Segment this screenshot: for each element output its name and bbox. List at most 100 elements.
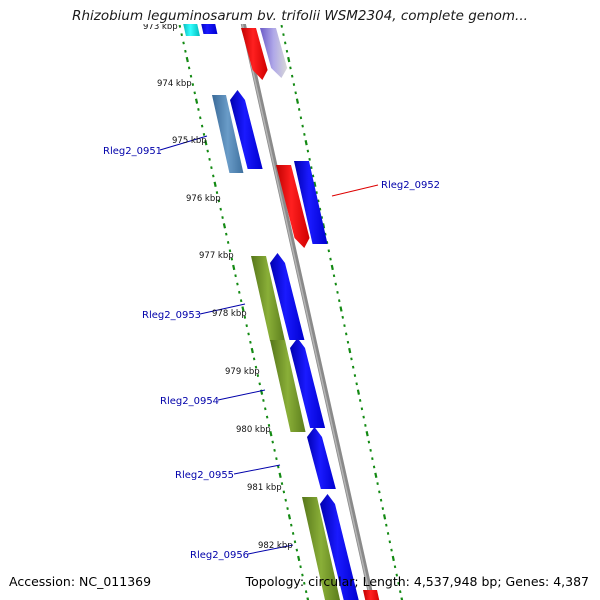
cds-rleg2-0951-forward[interactable]	[230, 90, 263, 169]
outer-ring-tick	[327, 249, 331, 253]
outer-ring-tick	[282, 33, 285, 37]
outer-ring-tick	[289, 66, 292, 70]
outer-tick-ring	[278, 15, 404, 600]
outer-ring-tick	[311, 174, 315, 178]
outer-ring-tick	[351, 365, 355, 369]
outer-ring-tick	[287, 56, 291, 63]
leader-rleg2-0953	[199, 303, 246, 315]
inner-ring-tick	[284, 498, 287, 502]
outer-ring-tick	[360, 407, 364, 411]
inner-ring-tick	[239, 299, 243, 303]
kbp-label-974: 974 kbp	[157, 79, 192, 89]
outer-ring-tick	[317, 199, 320, 203]
outer-ring-tick	[367, 440, 371, 444]
kbp-label-981: 981 kbp	[247, 483, 282, 493]
outer-ring-tick	[400, 597, 404, 600]
inner-ring-tick	[221, 216, 224, 219]
outer-ring-tick	[339, 306, 343, 312]
inner-ring-tick	[199, 116, 202, 120]
genome-backbone	[239, 17, 375, 600]
outer-ring-tick	[376, 482, 379, 486]
gene-label-rleg2-0956[interactable]: Rleg2_0956	[190, 550, 249, 561]
kbp-label-979: 979 kbp	[225, 367, 260, 377]
outer-ring-tick	[388, 540, 392, 544]
outer-ring-tick	[391, 555, 395, 562]
inner-ring-tick	[197, 108, 200, 111]
cds-rleg2-0955-forward[interactable]	[307, 427, 336, 489]
accession-label: Accession: NC_011369	[9, 574, 151, 589]
cds-rleg2-0956-forward[interactable]	[320, 494, 359, 600]
outer-ring-tick	[343, 324, 346, 328]
outer-ring-tick	[283, 41, 287, 45]
inner-ring-tick	[262, 399, 265, 402]
inner-ring-tick	[271, 440, 274, 444]
outer-ring-tick	[294, 91, 297, 95]
inner-ring-tick	[180, 33, 183, 37]
inner-ring-tick	[293, 540, 297, 544]
kbp-label-977: 977 kbp	[199, 251, 234, 261]
gene-label-rleg2-0953[interactable]: Rleg2_0953	[142, 310, 201, 321]
outer-ring-tick	[355, 382, 358, 386]
cds-reverse-top[interactable]	[241, 28, 268, 80]
leader-rleg2-0952	[331, 184, 379, 197]
outer-ring-tick	[336, 290, 339, 294]
outer-ring-tick	[306, 149, 310, 153]
outer-ring-tick	[350, 357, 353, 361]
cds-rleg2-0956-olive[interactable]	[302, 497, 341, 600]
inner-ring-tick	[265, 415, 269, 419]
outer-ring-tick	[385, 523, 388, 527]
outer-ring-tick	[379, 498, 383, 502]
inner-ring-tick	[290, 523, 293, 527]
gene-label-group: Rleg2_0951 Rleg2_0952 Rleg2_0953 Rleg2_0…	[103, 146, 440, 561]
inner-ring-tick	[286, 507, 289, 510]
inner-ring-tick	[200, 124, 204, 128]
cds-rleg2-0951-steel[interactable]	[212, 95, 244, 173]
outer-ring-tick	[393, 565, 397, 569]
inner-ring-tick	[254, 365, 258, 369]
inner-ring-tick	[264, 407, 267, 411]
inner-ring-tick	[241, 306, 245, 312]
outer-ring-tick	[313, 181, 317, 187]
gene-label-rleg2-0951[interactable]: Rleg2_0951	[103, 146, 162, 157]
leader-rleg2-0955	[233, 464, 281, 475]
inner-ring-tick	[269, 431, 273, 437]
inner-ring-tick	[280, 482, 284, 486]
inner-ring-tick	[238, 290, 241, 294]
inner-ring-tick	[250, 347, 254, 354]
outer-ring-tick	[334, 282, 338, 286]
outer-ring-tick	[304, 140, 308, 146]
gene-label-rleg2-0952[interactable]: Rleg2_0952	[381, 180, 440, 191]
inner-ring-tick	[225, 232, 228, 236]
cds-rleg2-0953-olive[interactable]	[251, 256, 285, 341]
inner-ring-tick	[303, 581, 306, 585]
gene-label-rleg2-0954[interactable]: Rleg2_0954	[160, 396, 219, 407]
outer-ring-tick	[395, 573, 399, 577]
inner-ring-tick	[215, 191, 219, 195]
outer-ring-tick	[338, 299, 341, 303]
cds-rleg2-0952-forward[interactable]	[294, 161, 328, 244]
outer-ring-tick	[356, 389, 361, 395]
inner-ring-tick	[178, 24, 182, 28]
kbp-label-982: 982 kbp	[258, 541, 293, 551]
cds-rleg2-0954-olive[interactable]	[270, 340, 306, 432]
outer-ring-tick	[285, 49, 289, 53]
genome-backbone-highlight	[240, 17, 372, 600]
inner-ring-tick	[234, 274, 237, 278]
inner-ring-tick	[278, 472, 282, 478]
outer-ring-tick	[295, 98, 300, 104]
inner-ring-tick	[247, 332, 250, 336]
outer-ring-tick	[297, 108, 301, 111]
outer-ring-tick	[399, 590, 402, 594]
cds-rleg2-0952-reverse[interactable]	[276, 165, 310, 248]
gene-label-rleg2-0955[interactable]: Rleg2_0955	[175, 470, 234, 481]
cds-reverse-bottom-partial[interactable]	[363, 590, 380, 600]
label-leader-lines	[159, 135, 379, 555]
cds-rleg2-0953-forward[interactable]	[270, 253, 305, 340]
inner-ring-tick	[295, 548, 299, 552]
feature-purple-top[interactable]	[260, 28, 288, 78]
inner-ring-tick	[252, 357, 256, 361]
inner-ring-tick	[304, 590, 308, 594]
outer-ring-tick	[386, 532, 390, 535]
cds-rleg2-0954-forward[interactable]	[290, 338, 326, 428]
